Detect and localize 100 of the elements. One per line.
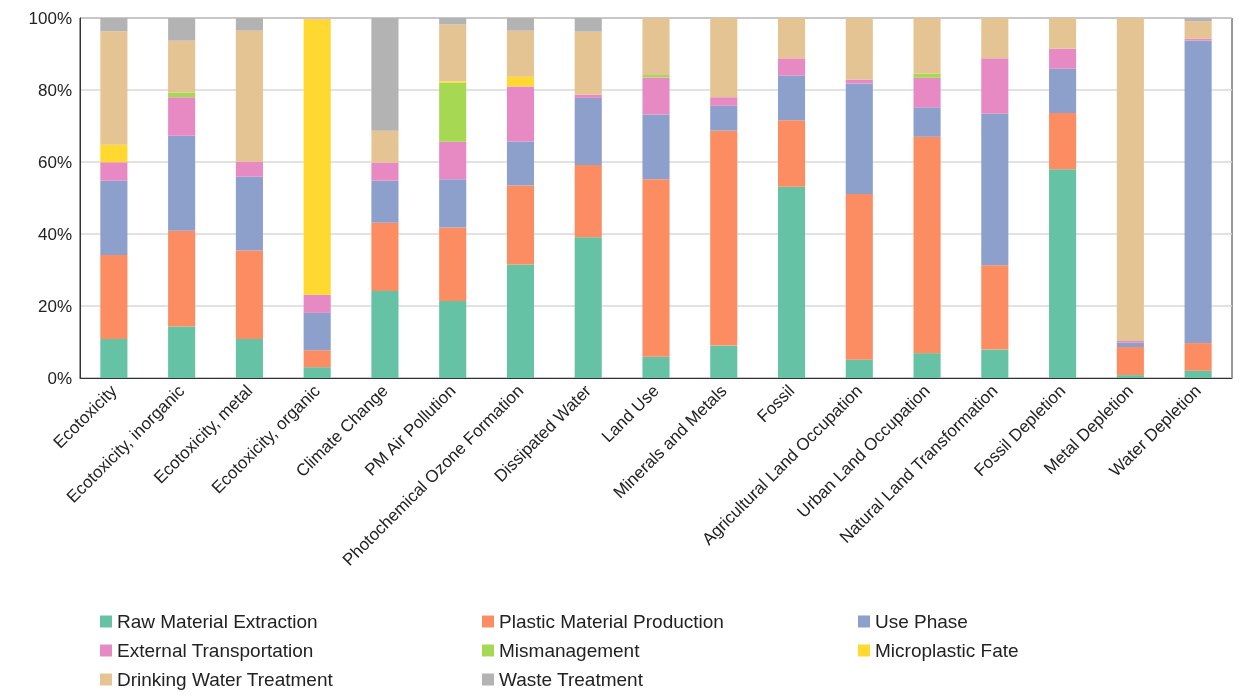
bar	[981, 265, 1009, 350]
y-tick-label: 20%	[37, 296, 72, 316]
bar	[1116, 375, 1144, 378]
bar	[642, 77, 670, 115]
bar	[777, 75, 806, 121]
bar	[168, 326, 196, 378]
bar	[371, 162, 399, 181]
bar	[506, 264, 535, 378]
y-tick-label: 80%	[37, 80, 72, 100]
bar	[371, 180, 399, 223]
bar	[168, 230, 196, 327]
bar	[845, 79, 873, 84]
y-tick-label: 100%	[28, 8, 72, 28]
bar	[913, 353, 941, 378]
bar	[1049, 48, 1077, 69]
bar	[439, 82, 467, 142]
bar	[303, 367, 331, 378]
bar	[439, 227, 467, 301]
bar	[1184, 343, 1212, 371]
bar	[100, 144, 128, 163]
bar	[371, 290, 399, 378]
bar	[371, 18, 399, 131]
y-tick-label: 0%	[47, 368, 72, 388]
bar	[777, 120, 806, 187]
bar	[100, 31, 128, 145]
bar	[777, 18, 806, 59]
bar	[303, 350, 331, 368]
bar	[1116, 342, 1144, 348]
bar	[777, 58, 806, 76]
bar	[506, 141, 535, 186]
legend-label: Waste Treatment	[499, 669, 644, 690]
y-tick-label: 40%	[37, 224, 72, 244]
bar	[981, 58, 1009, 114]
bar	[1116, 18, 1144, 341]
bar	[710, 18, 738, 98]
bar	[574, 237, 602, 378]
bar	[506, 18, 535, 31]
bar	[371, 130, 399, 163]
bar	[845, 83, 873, 195]
bar	[913, 18, 941, 74]
bar	[168, 97, 196, 136]
bar	[506, 76, 535, 87]
bar	[371, 222, 399, 291]
bar	[642, 356, 670, 378]
bar	[845, 359, 873, 378]
bar	[1184, 21, 1212, 39]
bar	[845, 194, 873, 360]
legend-label: External Transportation	[117, 640, 314, 661]
legend-label: Microplastic Fate	[875, 640, 1019, 661]
bar	[235, 339, 263, 378]
bar	[100, 162, 128, 181]
bar	[574, 94, 602, 98]
legend-label: Use Phase	[875, 611, 968, 632]
bar	[574, 164, 602, 238]
bar	[913, 107, 941, 137]
bar	[439, 300, 467, 378]
bar	[845, 18, 873, 80]
bar	[642, 18, 670, 75]
bar	[710, 345, 738, 378]
bar	[574, 97, 602, 165]
bar	[303, 312, 331, 351]
bar	[235, 250, 263, 340]
bar	[710, 130, 738, 346]
bar	[981, 18, 1009, 59]
bar	[1184, 370, 1212, 378]
y-tick-label: 60%	[37, 152, 72, 172]
bar	[100, 18, 128, 32]
bar	[235, 18, 263, 31]
bar	[574, 31, 602, 95]
bar	[439, 18, 467, 25]
bar	[574, 18, 602, 32]
bar	[100, 339, 128, 378]
bar	[710, 97, 738, 106]
bar	[235, 161, 263, 177]
bar	[642, 179, 670, 357]
bar	[303, 294, 331, 313]
bar	[642, 114, 670, 180]
bar	[1184, 18, 1212, 22]
bar	[1049, 68, 1077, 114]
bar	[168, 40, 196, 93]
bar	[168, 18, 196, 41]
bar	[913, 136, 941, 354]
bar	[981, 113, 1009, 266]
bar	[1184, 40, 1212, 344]
bar	[710, 105, 738, 131]
bar	[439, 179, 467, 228]
bar	[1049, 169, 1077, 378]
bar	[777, 186, 806, 378]
legend-label: Plastic Material Production	[499, 611, 724, 632]
bar	[1049, 113, 1077, 170]
bar	[235, 176, 263, 251]
bar	[439, 141, 467, 180]
bar	[913, 77, 941, 108]
legend-label: Mismanagement	[499, 640, 641, 661]
legend-label: Drinking Water Treatment	[117, 669, 334, 690]
bar	[506, 30, 535, 77]
legend-label: Raw Material Extraction	[117, 611, 318, 632]
bar	[506, 185, 535, 265]
bar	[913, 73, 941, 78]
bar	[1049, 18, 1077, 49]
